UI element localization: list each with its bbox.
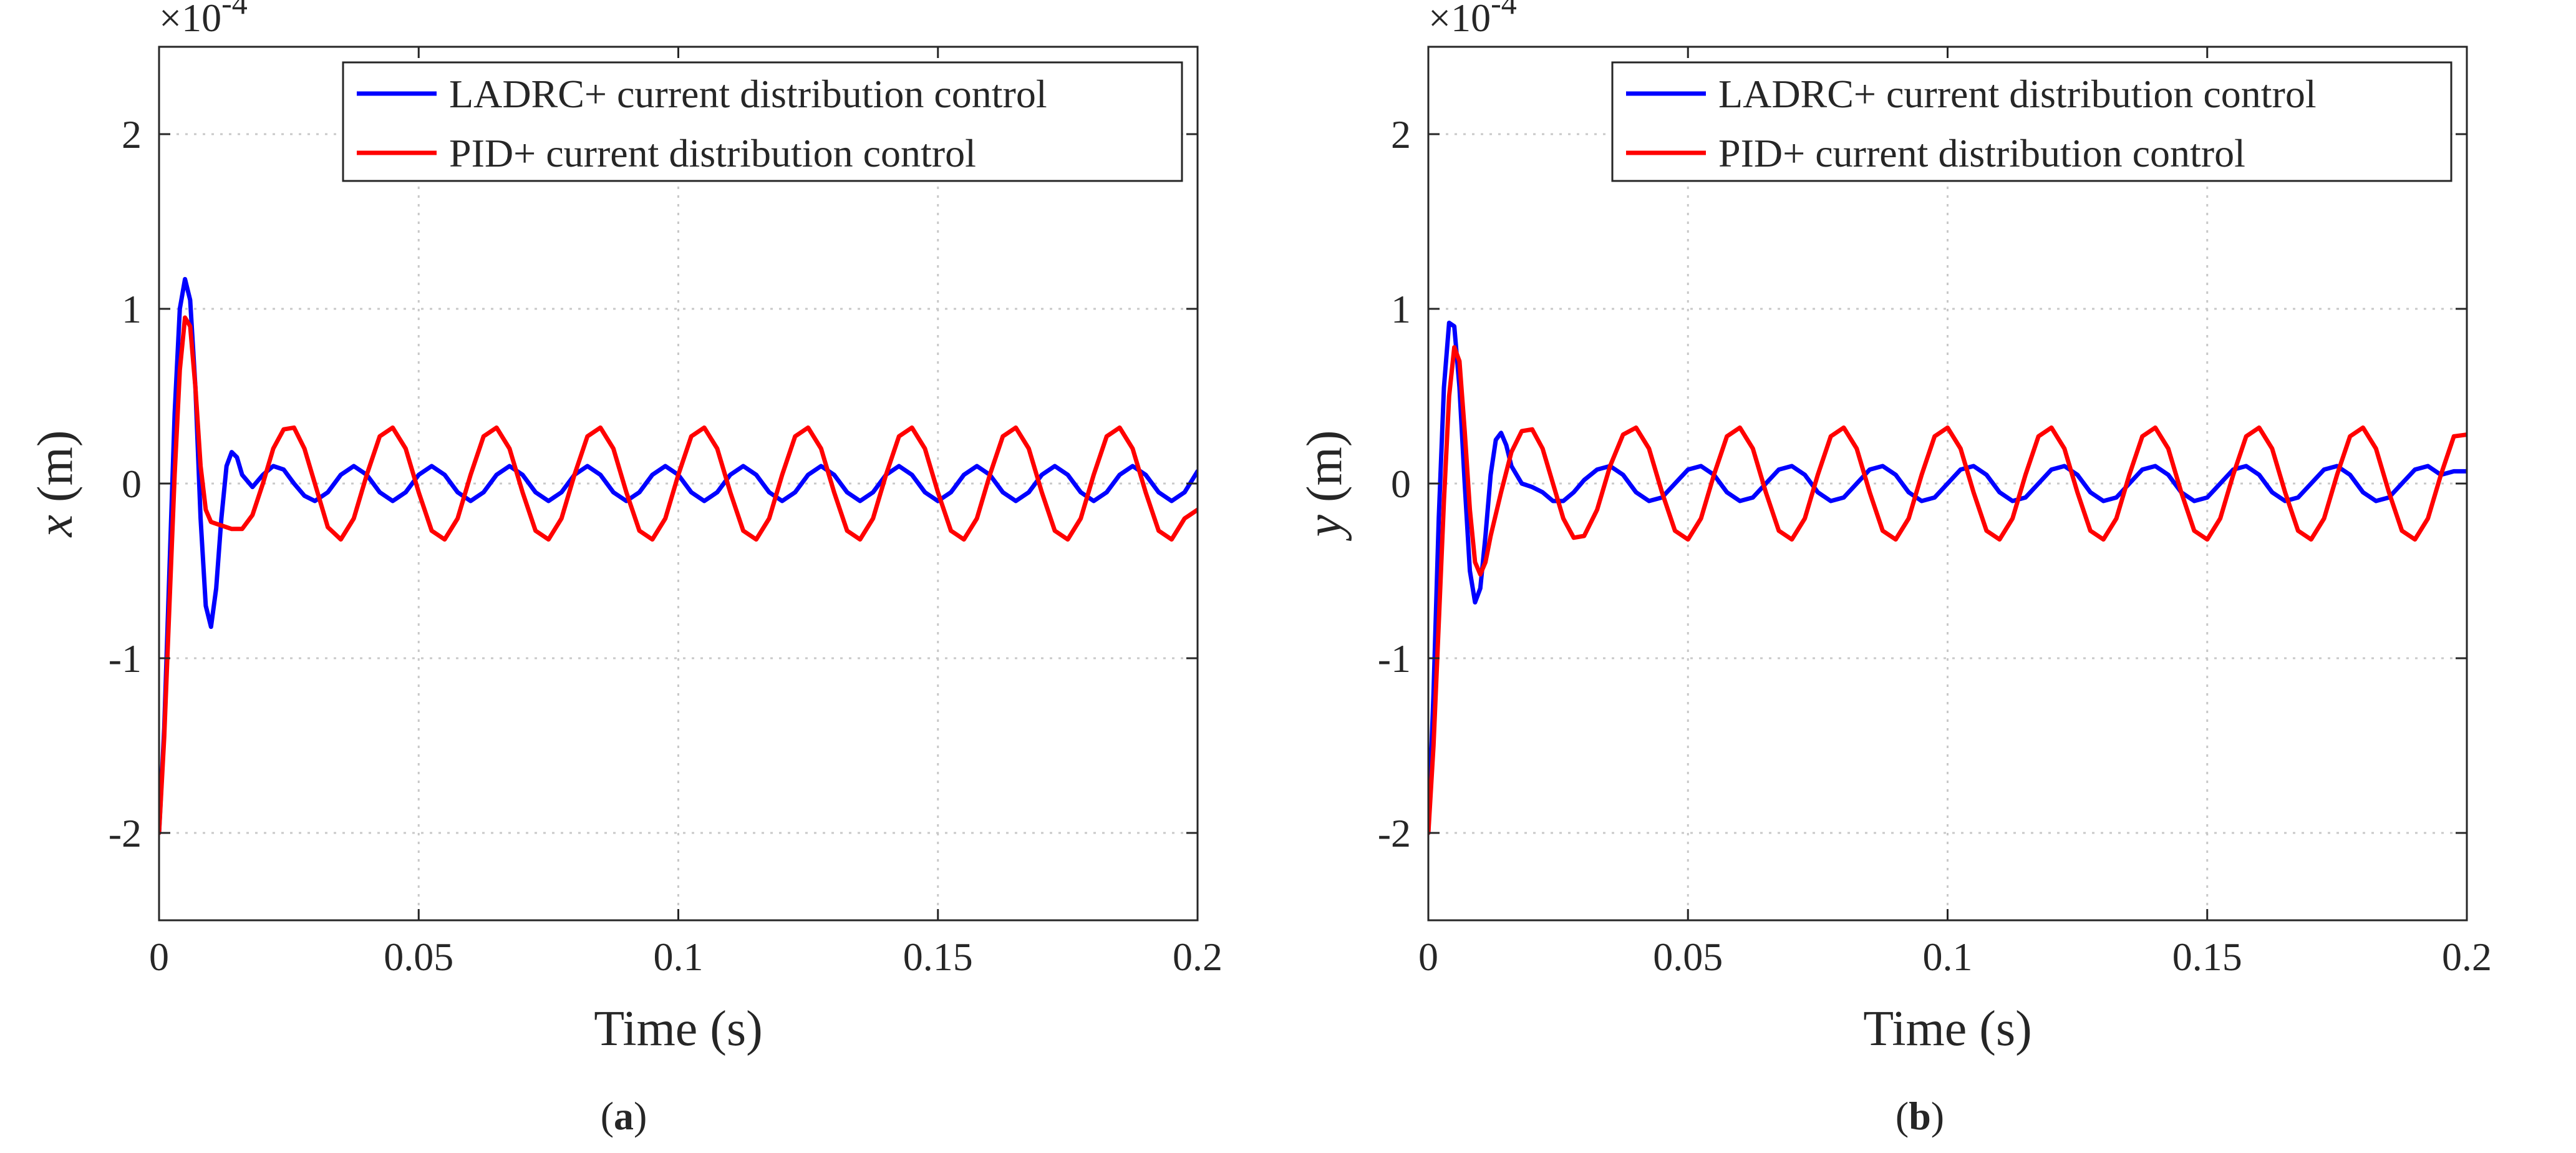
y-tick-label: 0 [1391, 462, 1411, 506]
subfigure-label: (a) [601, 1094, 647, 1138]
legend: LADRC+ current distribution control PID+ … [1611, 61, 2453, 182]
y-tick-label: 0 [122, 462, 142, 506]
y-tick-label: 1 [122, 287, 142, 331]
x-tick-label: 0.15 [2172, 935, 2242, 979]
legend-label: PID+ current distribution control [449, 131, 976, 175]
y-tick-label: -1 [1378, 636, 1411, 681]
x-tick-label: 0.1 [1923, 935, 1973, 979]
x-tick-label: 0.1 [654, 935, 704, 979]
x-axis-label: Time (s) [1863, 1001, 2031, 1056]
x-tick-label: 0.05 [384, 935, 453, 979]
y-multiplier: ×10-4 [159, 0, 248, 40]
legend-label: PID+ current distribution control [1718, 131, 2245, 175]
x-tick-label: 0 [1418, 935, 1438, 979]
legend-label: LADRC+ current distribution control [1718, 72, 2317, 116]
y-axis-label: y (m) [1297, 430, 1352, 541]
x-tick-label: 0.2 [2442, 935, 2492, 979]
x-tick-label: 0 [149, 935, 169, 979]
y-tick-label: 1 [1391, 287, 1411, 331]
x-axis-label: Time (s) [594, 1001, 762, 1056]
series-line-pid [159, 315, 1198, 835]
subfigure-label: (b) [1896, 1094, 1944, 1138]
legend-box [342, 61, 1183, 182]
series-group [159, 276, 1198, 835]
series-line-ladrc [159, 276, 1198, 835]
x-tick-label: 0.2 [1173, 935, 1223, 979]
y-tick-label: -2 [1378, 811, 1411, 855]
series-group [1428, 320, 2467, 835]
series-line-ladrc [1428, 320, 2467, 835]
y-tick-label: -1 [109, 636, 142, 681]
legend-label: LADRC+ current distribution control [449, 72, 1047, 116]
y-tick-label: 2 [122, 112, 142, 157]
x-tick-label: 0.15 [903, 935, 973, 979]
chart-panel-b: 0 0.05 0.1 0.15 0.2 -2 -1 0 1 2 ×10-4 Time (s) y (m)… [1297, 0, 2492, 1056]
y-tick-label: -2 [109, 811, 142, 855]
legend: LADRC+ current distribution control PID+ … [342, 61, 1183, 182]
series-line-pid [1428, 345, 2467, 835]
y-axis-label: x (m) [28, 430, 83, 537]
y-tick-label: 2 [1391, 112, 1411, 157]
legend-box [1611, 61, 2453, 182]
x-tick-label: 0.05 [1653, 935, 1723, 979]
chart-panel-a: 0 0.05 0.1 0.15 0.2 -2 -1 0 1 2 ×10-4 Time (s) x (m)… [28, 0, 1223, 1056]
y-multiplier: ×10-4 [1428, 0, 1517, 40]
